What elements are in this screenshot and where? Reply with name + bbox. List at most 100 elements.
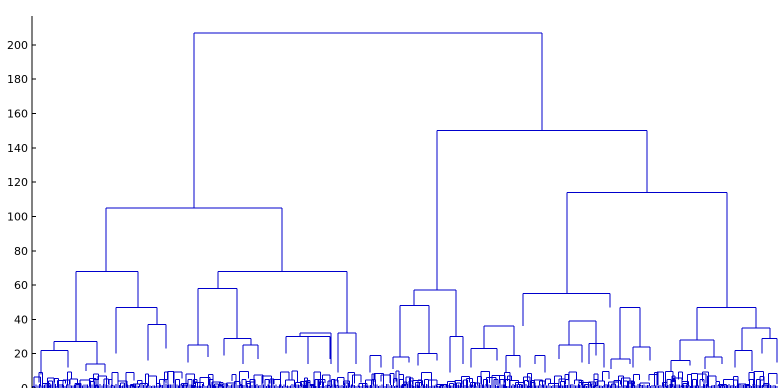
leaf-cluster-24 [148, 375, 158, 387]
leaf-cluster-124 [632, 374, 641, 386]
merge-left [105, 207, 283, 272]
y-tick-label: 60 [14, 279, 28, 292]
leaf-cluster-142 [723, 379, 735, 385]
leaf-cluster-128 [656, 371, 665, 388]
y-tick-label: 160 [7, 108, 28, 121]
leaf-cluster-7 [67, 371, 72, 386]
leaf-cluster-57 [313, 371, 322, 388]
cluster-23 [558, 344, 583, 363]
cluster-20 [505, 354, 521, 373]
leaf-cluster-5 [57, 380, 66, 388]
leaf-cluster-141 [718, 383, 727, 388]
cluster-25 [619, 306, 641, 359]
merge-left-right [217, 270, 348, 334]
leaf-cluster-50 [284, 379, 296, 387]
leaf-cluster-147 [753, 370, 764, 388]
y-axis: 0 20 40 60 80 100 120 140 160 180 200 [7, 15, 36, 388]
cluster-33 [761, 337, 778, 363]
y-tick-label: 40 [14, 313, 28, 326]
cluster-14 [392, 356, 410, 370]
leaf-cluster-1 [38, 372, 44, 385]
leaf-cluster-139 [707, 375, 717, 387]
leaf-cluster-60 [327, 380, 332, 386]
leaf-cluster-51 [291, 370, 299, 382]
leaf-cluster-29 [172, 371, 183, 383]
cluster-22 [568, 320, 597, 356]
merge-root [193, 32, 543, 208]
leaf-subcluster-85 [448, 383, 454, 388]
y-tick-label: 0 [21, 382, 28, 388]
cluster-8 [242, 344, 259, 364]
leaf-cluster-10 [79, 379, 91, 386]
cluster-6 [187, 344, 209, 363]
leaf-cluster-85 [446, 381, 457, 387]
cluster-29 [670, 360, 691, 371]
leaf-cluster-150 [768, 373, 778, 388]
y-tick-label: 180 [7, 73, 28, 86]
leaf-cluster-23 [145, 373, 150, 385]
cluster-5 [197, 288, 238, 346]
merge-right-right [566, 191, 728, 308]
leaf-cluster-70 [373, 373, 385, 387]
merge-right [436, 130, 648, 291]
leaf-cluster-71 [380, 374, 391, 385]
y-tick-label: 120 [7, 176, 28, 189]
leaf-cluster-126 [648, 374, 658, 386]
cluster-15 [417, 353, 438, 366]
leaf-cluster-86 [454, 380, 463, 385]
cluster-17 [369, 354, 382, 373]
leaf-cluster-46 [261, 375, 273, 386]
leaf-cluster-66 [351, 374, 362, 387]
cluster-21 [534, 354, 546, 373]
cluster-9 [299, 332, 332, 364]
cluster-19 [470, 348, 498, 368]
cluster-18 [483, 325, 515, 356]
leaf-cluster-110 [568, 371, 578, 387]
leaf-cluster-138 [701, 371, 710, 388]
dendrogram-links [32, 32, 778, 388]
leaf-cluster-96 [503, 372, 511, 382]
leaf-cluster-93 [485, 376, 497, 387]
leaf-cluster-117 [602, 371, 610, 381]
cluster-1 [115, 306, 158, 354]
y-tick-label: 100 [7, 210, 28, 223]
leaf-cluster-20 [132, 383, 140, 388]
cluster-0 [53, 341, 98, 364]
cluster-31 [741, 327, 771, 351]
leaf-cluster-73 [393, 377, 398, 388]
leaf-cluster-133 [678, 371, 683, 381]
merge-right-right-left [522, 293, 611, 327]
merge-left-left [75, 270, 139, 342]
cluster-30 [704, 356, 723, 370]
merge-right-right-right [696, 306, 757, 340]
y-tick-label: 200 [7, 39, 28, 52]
cluster-12 [337, 332, 357, 373]
leaf-cluster-49 [280, 371, 290, 384]
leaf-cluster-16 [111, 372, 119, 384]
cluster-16 [449, 336, 464, 373]
cluster-2 [147, 324, 167, 361]
cluster-28 [679, 339, 715, 361]
y-tick-label: 80 [14, 245, 28, 258]
cluster-4 [85, 363, 106, 373]
y-tick-label: 140 [7, 142, 28, 155]
cluster-13 [399, 305, 430, 358]
cluster-26 [610, 358, 631, 370]
y-tick-label: 20 [14, 348, 28, 361]
leaf-cluster-100 [523, 376, 531, 388]
cluster-7 [223, 337, 252, 356]
cluster-27 [632, 346, 651, 368]
leaf-cluster-82 [421, 371, 432, 387]
leaf-cluster-28 [167, 370, 175, 384]
merge-right-left [413, 289, 457, 337]
leaf-cluster-97 [507, 375, 512, 381]
leaf-cluster-119 [613, 380, 621, 385]
leaf-subcluster-100 [524, 379, 530, 388]
cluster-24 [588, 342, 605, 368]
leaf-cluster-18 [125, 372, 135, 386]
leaf-cluster-65 [347, 372, 355, 388]
cluster-10 [285, 336, 322, 354]
leaf-cluster-42 [238, 371, 250, 385]
